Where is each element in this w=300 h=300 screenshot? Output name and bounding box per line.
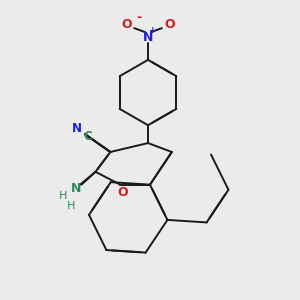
Text: C: C — [83, 130, 92, 142]
Text: N: N — [70, 182, 81, 195]
Text: H: H — [67, 201, 75, 211]
Text: O: O — [117, 186, 128, 199]
Text: -: - — [136, 11, 142, 24]
Text: +: + — [149, 26, 157, 34]
Text: N: N — [143, 31, 153, 44]
Text: O: O — [164, 18, 175, 31]
Text: O: O — [121, 18, 131, 31]
Text: H: H — [59, 191, 67, 201]
Text: N: N — [72, 122, 82, 135]
